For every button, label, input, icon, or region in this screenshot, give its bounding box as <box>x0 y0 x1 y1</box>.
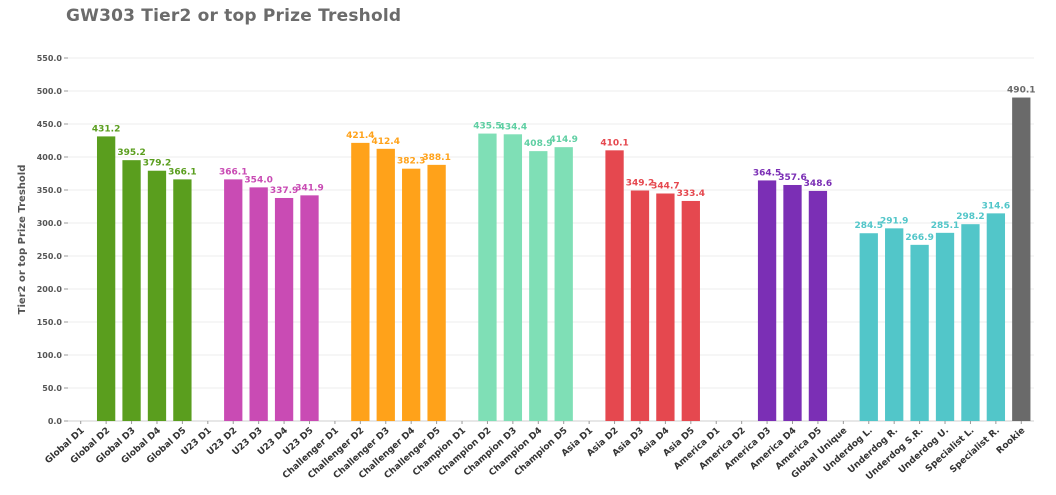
data-label: 354.0 <box>244 175 272 185</box>
bar <box>173 179 192 421</box>
data-label: 395.2 <box>117 148 145 158</box>
bar <box>478 133 497 421</box>
data-label: 366.1 <box>168 167 196 177</box>
bar <box>630 190 650 421</box>
y-tick-label: 450.0 <box>37 120 63 129</box>
data-label: 421.4 <box>346 131 374 141</box>
bar <box>757 180 777 421</box>
data-label: 333.4 <box>677 189 705 199</box>
bar <box>427 164 446 421</box>
y-tick-label: 250.0 <box>37 252 63 261</box>
bar <box>529 151 548 421</box>
data-label: 382.3 <box>397 157 425 167</box>
y-tick-label: 100.0 <box>37 351 63 360</box>
bar <box>249 187 268 421</box>
bar <box>224 179 243 421</box>
data-label: 366.1 <box>219 167 247 177</box>
data-label: 349.2 <box>626 179 654 189</box>
data-label: 344.7 <box>651 181 679 191</box>
bar <box>885 228 904 421</box>
bar <box>1012 97 1031 421</box>
bar <box>859 233 878 421</box>
y-tick-label: 50.0 <box>42 384 62 393</box>
bar <box>554 147 573 421</box>
bar <box>351 142 370 421</box>
y-tick-label: 150.0 <box>37 318 63 327</box>
chart-title: GW303 Tier2 or top Prize Treshold <box>66 6 402 26</box>
data-label: 435.5 <box>473 122 501 132</box>
bar <box>910 244 929 421</box>
data-label: 412.4 <box>372 137 400 147</box>
data-label: 298.2 <box>956 212 984 222</box>
x-tick-label: Rookie <box>995 426 1027 457</box>
bar <box>986 213 1006 421</box>
data-label: 314.6 <box>982 201 1010 211</box>
bar <box>147 170 167 421</box>
bar <box>808 190 828 421</box>
y-tick-label: 200.0 <box>37 285 63 294</box>
y-tick-label: 550.0 <box>37 54 63 63</box>
data-label: 490.1 <box>1007 86 1035 96</box>
data-label: 388.1 <box>422 153 450 163</box>
data-label: 337.9 <box>270 186 298 196</box>
data-label: 285.1 <box>931 221 959 231</box>
data-label: 291.9 <box>880 216 908 226</box>
y-tick-label: 300.0 <box>37 219 63 228</box>
data-label: 431.2 <box>92 124 120 134</box>
bar <box>961 224 980 421</box>
bar <box>376 148 395 422</box>
bar <box>503 134 523 421</box>
y-tick-label: 400.0 <box>37 153 63 162</box>
data-label: 379.2 <box>143 159 171 169</box>
bar <box>96 136 116 421</box>
bar <box>783 184 802 421</box>
data-label: 364.5 <box>753 168 781 178</box>
data-label: 410.1 <box>600 138 628 148</box>
bar <box>605 150 624 422</box>
y-tick-label: 350.0 <box>37 186 63 195</box>
data-label: 434.4 <box>499 122 527 132</box>
bar <box>274 197 294 421</box>
bar <box>122 160 141 421</box>
y-axis-label: Tier2 or top Prize Treshold <box>17 165 28 315</box>
data-label: 357.6 <box>778 173 806 183</box>
data-label: 408.9 <box>524 139 552 149</box>
bar <box>681 200 700 421</box>
data-label: 348.6 <box>804 179 832 189</box>
bar <box>656 193 675 421</box>
y-tick-label: 0.0 <box>48 417 63 426</box>
data-label: 266.9 <box>905 233 933 243</box>
bar <box>935 232 955 421</box>
bar <box>402 168 421 421</box>
bar <box>300 195 319 421</box>
data-label: 341.9 <box>295 183 323 193</box>
y-tick-label: 500.0 <box>37 87 63 96</box>
data-label: 414.9 <box>549 135 577 145</box>
data-label: 284.5 <box>855 221 883 231</box>
